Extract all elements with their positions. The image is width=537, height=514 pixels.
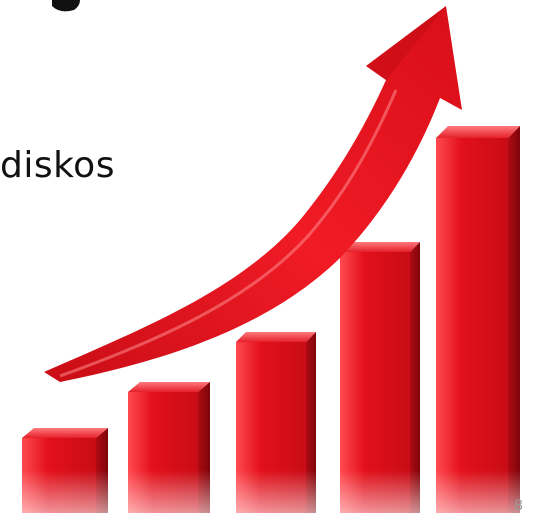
bar-5 [436, 126, 520, 513]
body-text: diskos [0, 145, 115, 186]
floor-reflection [0, 470, 537, 513]
slide-number: 8 [514, 498, 523, 514]
bar-4 [340, 242, 420, 513]
rising-arrow [44, 6, 462, 382]
